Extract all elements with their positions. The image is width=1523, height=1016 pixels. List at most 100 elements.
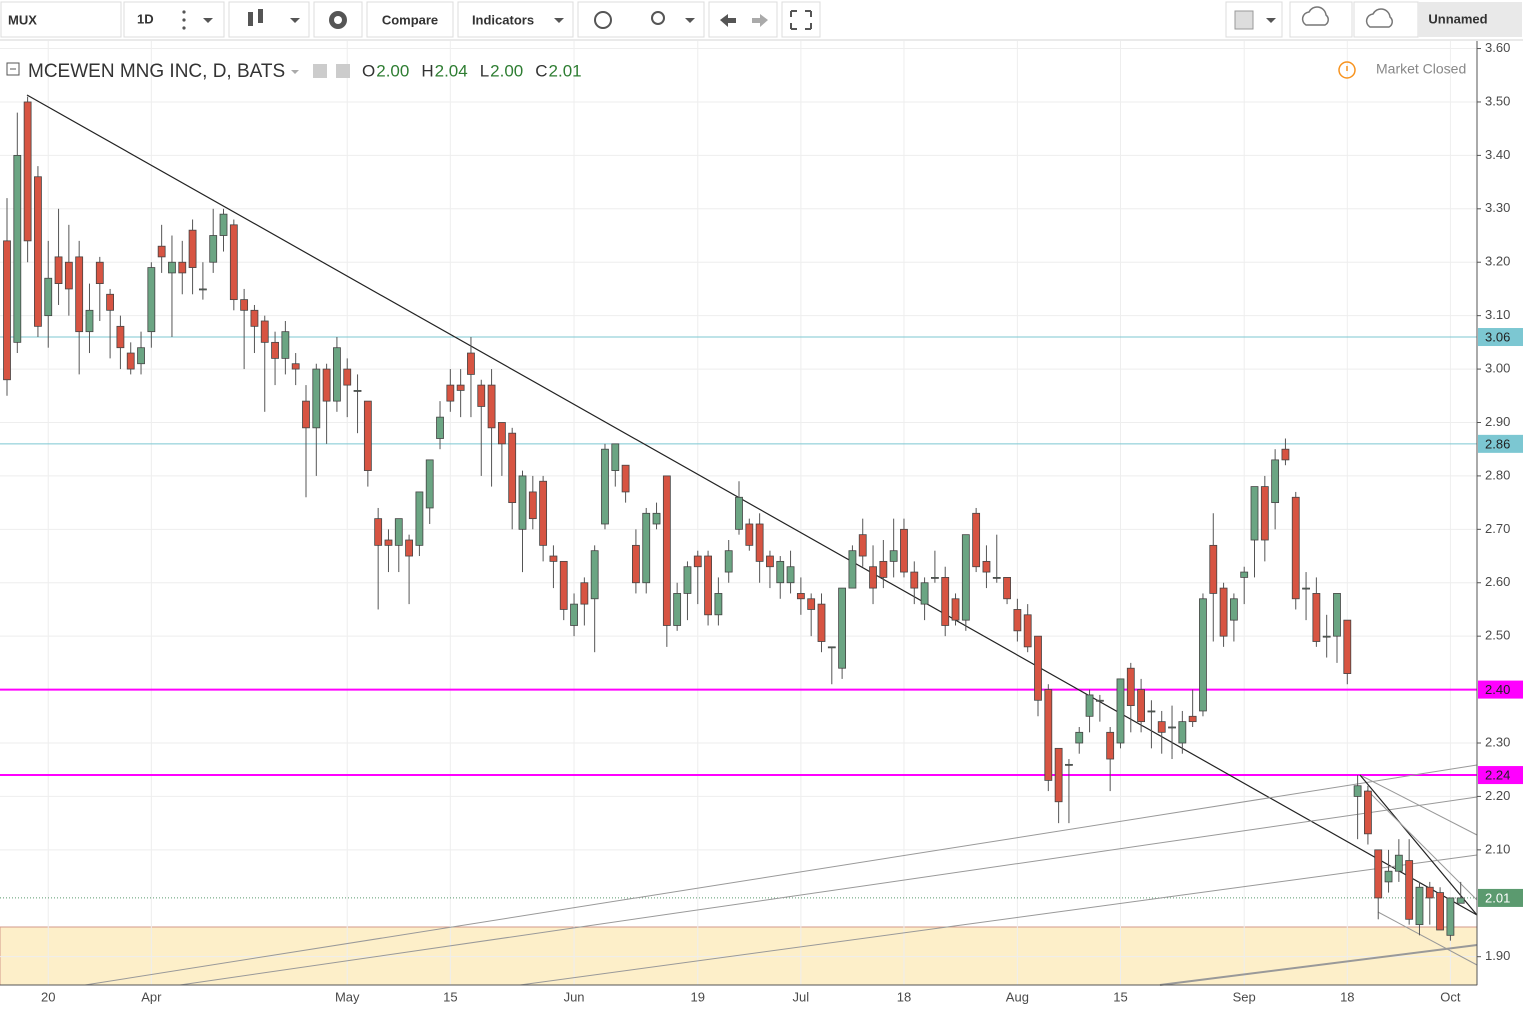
candle-body: [1034, 635, 1042, 701]
candle-body: [559, 560, 568, 610]
trend-lines: [26, 94, 1478, 986]
x-tick-label: Apr: [141, 989, 162, 1004]
candle-body: [1384, 870, 1393, 883]
load-box[interactable]: [1289, 1, 1353, 38]
candle-body: [951, 598, 960, 621]
candle-body: [137, 347, 145, 365]
layout-name-box[interactable]: [1418, 2, 1522, 37]
candle-body: [1281, 448, 1290, 461]
redo-icon: [752, 14, 768, 27]
candle-body: [363, 400, 372, 471]
collapse-icon[interactable]: [6, 62, 20, 76]
market-status: Market Closed: [1376, 61, 1466, 77]
alert-icon: [594, 11, 612, 29]
candle-body: [44, 277, 53, 317]
candle-body: [1075, 731, 1084, 744]
candle-body: [1054, 747, 1063, 803]
ohlc-value: 2.00: [376, 61, 409, 80]
candle-body: [910, 571, 919, 589]
indicators-button[interactable]: Indicators: [472, 12, 534, 27]
candle-body: [549, 555, 558, 562]
y-tick-label: 1.90: [1485, 948, 1510, 963]
candle-body: [611, 443, 620, 471]
compare-button[interactable]: Compare: [382, 12, 438, 27]
alert-box[interactable]: [577, 1, 705, 38]
candle-body: [64, 261, 73, 290]
candle-body: [1333, 593, 1341, 637]
settings-box[interactable]: [313, 1, 363, 38]
fullscreen-box[interactable]: [781, 1, 821, 38]
interval-box[interactable]: [123, 1, 225, 38]
layout-box[interactable]: [1225, 1, 1283, 38]
chart-style-box[interactable]: [228, 1, 310, 38]
candle-body: [467, 352, 475, 375]
x-tick-label: 18: [1340, 989, 1354, 1004]
candle-body: [1229, 598, 1238, 621]
y-tick-label: 3.00: [1485, 361, 1510, 376]
status-icon: [1338, 61, 1356, 79]
settings-icon[interactable]: [336, 64, 350, 78]
fan-line: [1377, 911, 1478, 966]
candle-body: [198, 288, 207, 291]
candle-body: [116, 325, 125, 349]
layout-name[interactable]: Unnamed: [1428, 11, 1487, 26]
candle-body: [260, 320, 269, 343]
candle-body: [642, 512, 651, 584]
candle-body: [1260, 486, 1269, 541]
candle-body: [1065, 763, 1073, 766]
candle-body: [714, 593, 723, 616]
indicators-box[interactable]: [457, 1, 574, 38]
candle-body: [1271, 459, 1280, 504]
candle-body: [34, 176, 42, 327]
compare-box[interactable]: [366, 1, 454, 38]
candle-body: [1095, 699, 1104, 702]
candle-body: [1353, 785, 1362, 797]
candle-body: [497, 422, 506, 445]
candle-body: [456, 384, 465, 391]
undo-redo-box[interactable]: [708, 1, 778, 38]
dot: [182, 26, 186, 30]
candle-body: [219, 213, 228, 236]
toolbar-icons: [182, 6, 1393, 30]
cloud-icon: [1365, 8, 1393, 28]
candle-body: [425, 459, 434, 509]
candle-body: [1157, 721, 1166, 733]
candle-body: [446, 384, 455, 402]
ohlc-key: C: [535, 61, 547, 80]
symbol[interactable]: MUX: [8, 12, 37, 27]
candle-body: [13, 154, 22, 343]
dot: [182, 18, 186, 22]
y-tick-label: 3.50: [1485, 93, 1510, 108]
candle-body: [1023, 614, 1032, 648]
candle-body: [570, 603, 578, 626]
candle-body: [1291, 496, 1300, 600]
bulb-icon: [651, 11, 665, 25]
candle-body: [1219, 587, 1228, 637]
candle-body: [291, 363, 300, 370]
candle-body: [869, 566, 877, 589]
interval[interactable]: 1D: [137, 11, 154, 26]
candle-body: [394, 518, 403, 546]
candle-body: [1116, 678, 1125, 744]
price-badge: [1478, 680, 1523, 699]
candle-body: [188, 229, 197, 268]
candle-body: [271, 341, 279, 359]
candle-body: [95, 261, 104, 284]
y-tick-label: 2.70: [1485, 521, 1510, 536]
x-tick-label: Oct: [1440, 989, 1461, 1004]
symbol-box[interactable]: [0, 1, 122, 38]
title-caret: [291, 70, 299, 74]
candle-body: [601, 448, 609, 525]
candle-body: [54, 256, 63, 284]
candle-body: [1302, 587, 1310, 590]
eye-icon[interactable]: [313, 64, 327, 78]
trend-line: [26, 94, 1478, 916]
cloud-icon: [1301, 6, 1329, 26]
fan-line: [1359, 774, 1478, 836]
last-price-label: 2.01: [1485, 890, 1510, 905]
price-badge-label: 2.86: [1485, 436, 1510, 451]
fan-line: [1359, 774, 1478, 916]
channel-line: [1159, 944, 1478, 986]
